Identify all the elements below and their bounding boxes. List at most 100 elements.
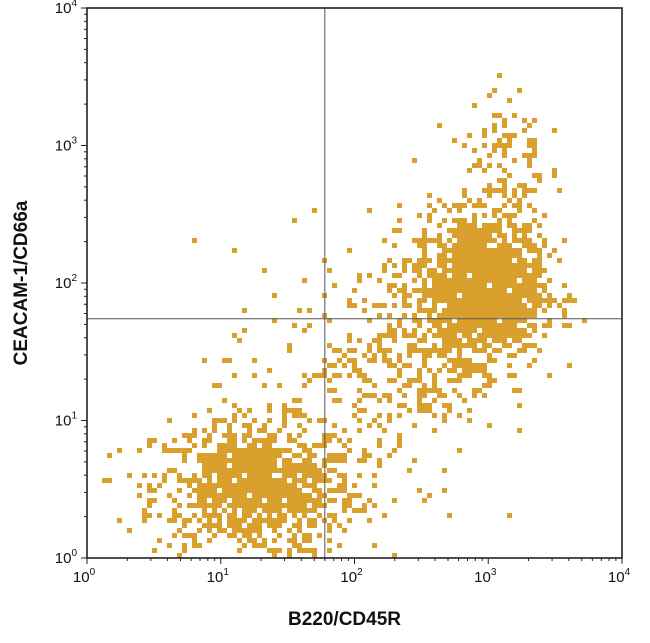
data-point xyxy=(522,258,527,263)
data-point xyxy=(517,263,522,268)
data-point xyxy=(187,448,192,453)
data-point xyxy=(362,458,367,463)
data-point xyxy=(287,548,292,553)
data-point xyxy=(522,188,527,193)
data-point xyxy=(247,408,252,413)
data-point xyxy=(442,468,447,473)
data-point xyxy=(227,358,232,363)
data-point xyxy=(287,553,292,558)
data-point xyxy=(512,238,517,243)
data-point xyxy=(252,473,257,478)
data-point xyxy=(192,543,197,548)
data-point xyxy=(467,133,472,138)
data-point xyxy=(227,458,232,463)
data-point xyxy=(377,313,382,318)
data-point xyxy=(562,298,567,303)
data-point xyxy=(327,388,332,393)
data-point xyxy=(467,238,472,243)
data-point xyxy=(532,263,537,268)
data-point xyxy=(497,273,502,278)
data-point xyxy=(242,438,247,443)
data-point xyxy=(437,198,442,203)
data-point xyxy=(442,413,447,418)
data-point xyxy=(432,348,437,353)
data-point xyxy=(497,293,502,298)
data-point xyxy=(237,488,242,493)
data-point xyxy=(252,418,257,423)
data-point xyxy=(342,483,347,488)
data-point xyxy=(282,408,287,413)
data-point xyxy=(462,288,467,293)
data-point xyxy=(252,488,257,493)
data-point xyxy=(202,428,207,433)
data-point xyxy=(452,338,457,343)
data-point xyxy=(442,203,447,208)
data-point xyxy=(217,448,222,453)
data-point xyxy=(447,238,452,243)
data-point xyxy=(422,403,427,408)
data-point xyxy=(462,218,467,223)
data-point xyxy=(242,493,247,498)
data-point xyxy=(462,263,467,268)
data-point xyxy=(442,243,447,248)
data-point xyxy=(272,488,277,493)
data-point xyxy=(202,358,207,363)
data-point xyxy=(272,528,277,533)
data-point xyxy=(472,203,477,208)
data-point xyxy=(177,478,182,483)
data-point xyxy=(332,498,337,503)
data-point xyxy=(327,523,332,528)
data-point xyxy=(297,423,302,428)
data-point xyxy=(292,323,297,328)
data-point xyxy=(232,438,237,443)
data-point xyxy=(547,323,552,328)
data-point xyxy=(527,203,532,208)
data-point xyxy=(157,513,162,518)
data-point xyxy=(302,448,307,453)
data-point xyxy=(487,298,492,303)
data-point xyxy=(362,298,367,303)
data-point xyxy=(417,318,422,323)
data-point xyxy=(327,498,332,503)
data-point xyxy=(172,518,177,523)
data-point xyxy=(327,478,332,483)
data-point xyxy=(272,448,277,453)
data-point xyxy=(457,393,462,398)
data-point xyxy=(562,323,567,328)
data-point xyxy=(212,458,217,463)
data-point xyxy=(387,363,392,368)
data-point xyxy=(267,483,272,488)
data-point xyxy=(202,498,207,503)
data-point xyxy=(317,468,322,473)
data-point xyxy=(187,503,192,508)
data-point xyxy=(412,318,417,323)
data-point xyxy=(512,303,517,308)
data-point xyxy=(427,328,432,333)
data-point xyxy=(552,173,557,178)
data-point xyxy=(212,383,217,388)
data-point xyxy=(407,468,412,473)
data-point xyxy=(252,543,257,548)
data-point xyxy=(537,303,542,308)
data-point xyxy=(232,518,237,523)
data-point xyxy=(487,308,492,313)
data-point xyxy=(292,513,297,518)
data-point xyxy=(377,348,382,353)
data-point xyxy=(227,443,232,448)
data-point xyxy=(237,523,242,528)
data-point xyxy=(242,423,247,428)
data-point xyxy=(532,148,537,153)
data-point xyxy=(307,418,312,423)
data-point xyxy=(462,223,467,228)
data-point xyxy=(237,548,242,553)
data-point xyxy=(437,223,442,228)
data-point xyxy=(297,528,302,533)
data-point xyxy=(447,278,452,283)
data-point xyxy=(287,503,292,508)
data-point xyxy=(317,473,322,478)
data-point xyxy=(477,368,482,373)
data-point xyxy=(337,358,342,363)
data-point xyxy=(242,543,247,548)
data-point xyxy=(387,313,392,318)
